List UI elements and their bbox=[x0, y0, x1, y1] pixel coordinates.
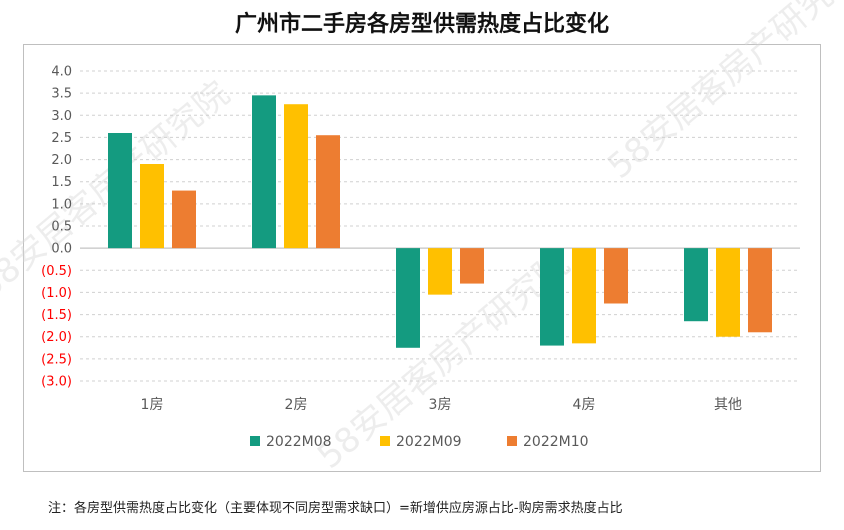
bar-2022M09-其他 bbox=[716, 248, 740, 337]
y-tick-label: 3.5 bbox=[51, 87, 72, 102]
x-tick-label: 其他 bbox=[714, 397, 742, 413]
legend-swatch-2022M08 bbox=[250, 436, 260, 446]
y-tick-label: (1.0) bbox=[41, 286, 72, 301]
bar-2022M09-2房 bbox=[284, 104, 308, 249]
bar-2022M09-1房 bbox=[140, 164, 164, 249]
bar-2022M08-3房 bbox=[396, 248, 420, 348]
y-tick-label: (2.5) bbox=[41, 352, 72, 367]
chart-title: 广州市二手房各房型供需热度占比变化 bbox=[234, 12, 609, 37]
y-tick-label: 2.0 bbox=[51, 153, 72, 168]
x-tick-label: 1房 bbox=[141, 397, 164, 413]
y-tick-label: 2.5 bbox=[51, 131, 72, 146]
x-tick-label: 2房 bbox=[285, 397, 308, 413]
y-tick-label: (2.0) bbox=[41, 330, 72, 345]
legend-label: 2022M09 bbox=[396, 434, 462, 450]
bar-2022M10-1房 bbox=[172, 190, 196, 249]
bar-2022M08-1房 bbox=[108, 133, 132, 249]
y-tick-label: 0.5 bbox=[51, 220, 72, 235]
bar-2022M09-3房 bbox=[428, 248, 452, 295]
bar-2022M08-4房 bbox=[540, 248, 564, 346]
legend-label: 2022M10 bbox=[523, 434, 589, 450]
legend-swatch-2022M09 bbox=[380, 436, 390, 446]
bar-2022M10-其他 bbox=[748, 248, 772, 333]
bar-2022M10-4房 bbox=[604, 248, 628, 304]
y-tick-label: 4.0 bbox=[51, 65, 72, 80]
bar-2022M10-3房 bbox=[460, 248, 484, 284]
y-tick-label: 1.5 bbox=[51, 175, 72, 190]
bar-2022M10-2房 bbox=[316, 135, 340, 249]
x-tick-label: 3房 bbox=[429, 397, 452, 413]
y-tick-label: 1.0 bbox=[51, 197, 72, 212]
x-tick-label: 4房 bbox=[573, 397, 596, 413]
footnote: 注：各房型供需热度占比变化（主要体现不同房型需求缺口）=新增供应房源占比-购房需… bbox=[48, 501, 623, 516]
y-tick-label: 3.0 bbox=[51, 109, 72, 124]
legend-swatch-2022M10 bbox=[507, 436, 517, 446]
bar-2022M09-4房 bbox=[572, 248, 596, 344]
bar-2022M08-其他 bbox=[684, 248, 708, 322]
chart-frame bbox=[23, 44, 821, 472]
y-tick-label: (1.5) bbox=[41, 308, 72, 323]
bar-2022M08-2房 bbox=[252, 95, 276, 249]
y-tick-label: (3.0) bbox=[41, 375, 72, 390]
y-tick-label: (0.5) bbox=[41, 264, 72, 279]
y-tick-label: 0.0 bbox=[51, 242, 72, 257]
legend-label: 2022M08 bbox=[266, 434, 332, 450]
